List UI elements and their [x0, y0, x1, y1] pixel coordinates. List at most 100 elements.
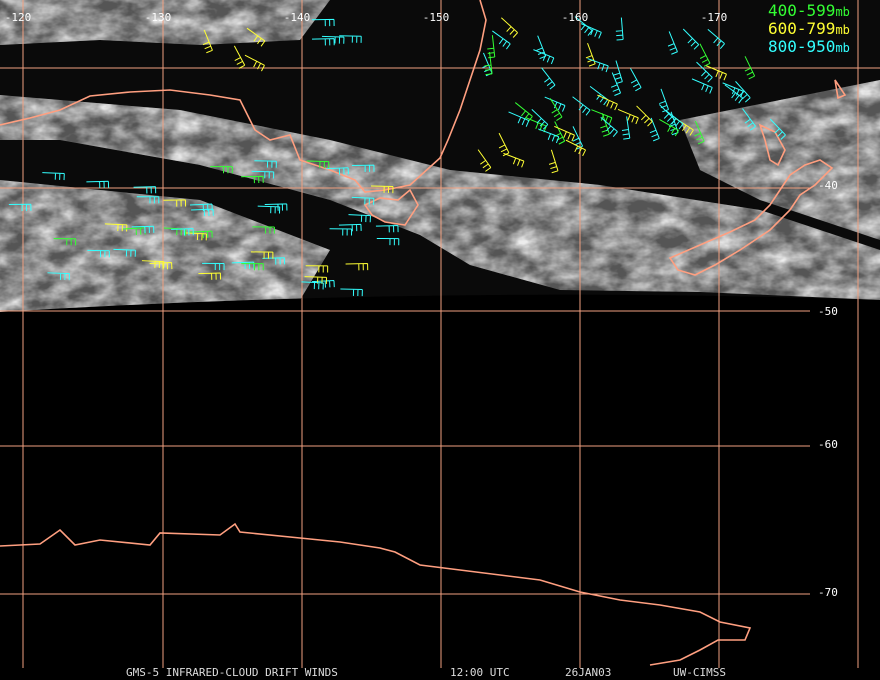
wind-barb — [149, 261, 173, 270]
wind-barb — [163, 199, 187, 207]
wind-barb — [617, 108, 639, 125]
wind-barb — [104, 223, 128, 232]
wind-barb — [682, 28, 700, 50]
legend-entry: 800-950mb — [768, 37, 850, 56]
wind-barb — [541, 67, 556, 90]
wind-barb — [501, 17, 518, 38]
wind-barb — [735, 81, 751, 103]
wind-barb — [649, 117, 660, 142]
wind-barb — [487, 35, 496, 59]
wind-barb — [141, 260, 165, 269]
longitude-label: -120 — [5, 11, 32, 24]
wind-barb — [244, 54, 265, 72]
wind-barb — [340, 288, 363, 297]
wind-barb — [536, 35, 547, 60]
wind-barb — [246, 27, 266, 47]
wind-barb — [722, 82, 744, 98]
latitude-labels: -40 -50 -60 -70 — [818, 179, 838, 599]
wind-barb — [348, 214, 371, 223]
wind-barb — [484, 51, 493, 76]
wind-barb — [503, 152, 525, 168]
footer: GMS-5 INFRARED-CLOUD DRIFT WINDS 12:00 U… — [126, 666, 726, 679]
wind-barb — [163, 227, 187, 236]
legend-range: 800-950 — [768, 37, 835, 56]
longitude-label: -140 — [284, 11, 311, 24]
wind-barb — [549, 98, 563, 121]
legend-range: 600-799 — [768, 19, 835, 38]
legend-entry: 600-799mb — [768, 19, 850, 38]
wind-barb — [544, 96, 566, 112]
wind-barb — [306, 160, 330, 169]
latitude-label: -50 — [818, 305, 838, 318]
wind-barb — [338, 223, 362, 232]
wind-barb — [8, 203, 32, 211]
wind-barb — [53, 238, 77, 246]
wind-barb — [554, 125, 575, 142]
wind-barb — [321, 35, 345, 44]
wind-barb — [351, 196, 375, 205]
wind-barb — [326, 167, 349, 175]
wind-barb — [696, 61, 713, 83]
longitude-label: -130 — [145, 11, 172, 24]
wind-barb — [674, 117, 694, 136]
wind-barb — [233, 45, 246, 69]
footer-title: GMS-5 INFRARED-CLOUD DRIFT WINDS — [126, 666, 338, 679]
wind-barb — [86, 180, 110, 189]
wind-barb — [312, 38, 335, 46]
wind-barb — [659, 119, 679, 137]
wind-barb — [304, 276, 328, 284]
wind-barb — [311, 18, 335, 27]
wind-barb — [538, 128, 560, 144]
wind-barb — [87, 249, 110, 258]
longitude-label: -170 — [701, 11, 728, 24]
wind-barb — [580, 23, 602, 39]
wind-barb — [351, 164, 375, 172]
wind-barb — [210, 166, 233, 174]
wind-barb — [572, 96, 591, 116]
footer-time: 12:00 UTC — [450, 666, 510, 679]
longitude-labels: -120 -130 -140 -150 -160 -170 — [5, 11, 728, 24]
latitude-label: -40 — [818, 179, 838, 192]
wind-barb — [184, 232, 207, 241]
satellite-imagery — [0, 0, 880, 312]
wind-barb — [668, 111, 679, 136]
wind-barb — [667, 31, 678, 55]
wind-barb — [691, 78, 713, 94]
wind-barb — [254, 160, 277, 168]
wind-barb — [113, 248, 136, 257]
longitude-label: -160 — [562, 11, 589, 24]
wind-barb — [574, 16, 593, 36]
wind-barb — [202, 262, 225, 271]
wind-barb — [251, 170, 275, 179]
wind-barb — [705, 65, 727, 81]
wind-barb — [42, 172, 65, 181]
latitude-label: -60 — [818, 438, 838, 451]
wind-barbs — [8, 16, 786, 297]
wind-barb — [131, 225, 155, 234]
legend-range: 400-599 — [768, 1, 835, 20]
wind-barb — [252, 226, 275, 234]
wind-barb — [591, 109, 613, 125]
wind-barb — [610, 72, 622, 96]
wind-barb — [257, 205, 281, 214]
wind-barb — [329, 228, 353, 236]
wind-barb — [371, 185, 394, 194]
wind-barb — [742, 108, 756, 131]
wind-barb — [262, 257, 286, 265]
wind-barb — [587, 58, 609, 73]
wind-barb — [305, 265, 329, 273]
wind-barb — [477, 149, 492, 172]
legend-entry: 400-599mb — [768, 1, 850, 20]
wind-barb — [531, 108, 549, 130]
wind-barb — [548, 149, 559, 174]
wind-barb — [630, 68, 642, 92]
wind-barb — [339, 35, 362, 43]
wind-barb — [189, 203, 213, 212]
wind-barb — [508, 111, 530, 127]
coastlines — [0, 0, 847, 666]
wind-barb — [554, 121, 566, 145]
wind-barb — [699, 43, 711, 67]
wind-barb — [136, 196, 160, 204]
legend-unit: mb — [835, 23, 849, 37]
